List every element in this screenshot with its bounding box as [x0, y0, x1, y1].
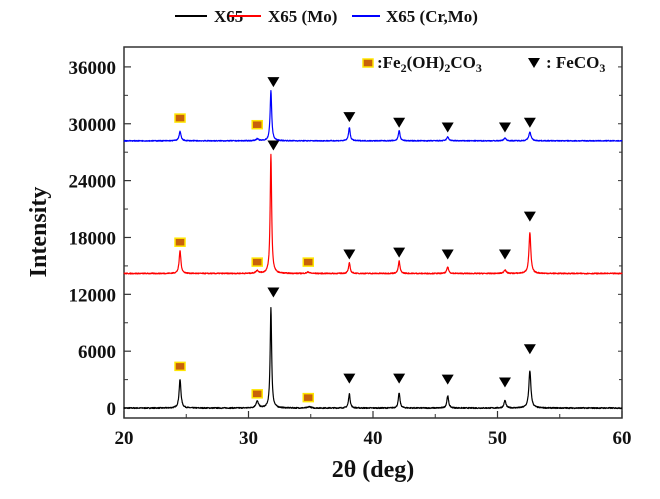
siderite-marker — [343, 249, 356, 260]
basic-carbonate-marker — [302, 392, 315, 403]
siderite-marker — [523, 344, 536, 355]
legend-entry-x65: X65 — [175, 7, 243, 26]
siderite-marker — [498, 377, 511, 388]
series-line-x65-mo — [123, 153, 623, 275]
marker-legend-label-siderite: : FeCO3 — [546, 53, 605, 75]
siderite-marker — [343, 112, 356, 123]
y-tick-label: 30000 — [69, 115, 117, 136]
basic-carbonate-marker — [251, 119, 263, 130]
basic-carbonate-marker — [174, 113, 186, 123]
siderite-marker — [393, 373, 406, 384]
basic-carbonate-marker — [174, 361, 186, 372]
siderite-marker — [498, 249, 511, 260]
marker-legend-siderite: : FeCO3 — [528, 53, 605, 75]
siderite-marker — [393, 117, 406, 128]
legend-entry-x65-crmo: X65 (Cr,Mo) — [352, 7, 478, 26]
siderite-marker — [441, 374, 454, 385]
marker-legend: :Fe2(OH)2CO3 : FeCO3 — [362, 53, 605, 75]
y-tick-label: 24000 — [69, 172, 117, 193]
siderite-marker — [441, 122, 454, 133]
x-axis: 20 30 40 50 60 — [115, 411, 632, 449]
series-layer — [123, 89, 623, 410]
marker-legend-label-basic-carbonate: :Fe2(OH)2CO3 — [377, 53, 482, 75]
y-axis: 0 6000 12000 18000 24000 30000 36000 — [69, 58, 622, 420]
series-line-x65-cr-mo — [123, 89, 623, 142]
basic-carbonate-marker — [174, 237, 186, 247]
annotation-layer — [174, 77, 536, 403]
series-legend: X65 X65 (Mo) X65 (Cr,Mo) — [175, 7, 478, 26]
x-tick-label: 40 — [364, 428, 383, 449]
marker-legend-basic-carbonate: :Fe2(OH)2CO3 — [362, 53, 482, 75]
x-tick-label: 50 — [488, 428, 507, 449]
plot-frame — [123, 46, 623, 419]
siderite-marker — [441, 249, 454, 260]
x-tick-label: 20 — [115, 428, 134, 449]
siderite-marker — [267, 77, 280, 88]
siderite-marker — [498, 122, 511, 133]
legend-label-x65-crmo: X65 (Cr,Mo) — [386, 7, 478, 26]
siderite-marker — [523, 117, 536, 128]
legend-label-x65-mo: X65 (Mo) — [268, 7, 337, 26]
siderite-marker — [523, 211, 536, 222]
y-tick-label: 36000 — [69, 58, 117, 79]
x-axis-title: 2θ (deg) — [332, 457, 415, 483]
siderite-marker — [393, 247, 406, 258]
basic-carbonate-marker — [302, 257, 315, 267]
y-axis-title: Intensity — [26, 187, 52, 278]
basic-carbonate-marker — [251, 257, 263, 267]
y-tick-label: 6000 — [78, 342, 116, 363]
siderite-marker — [343, 373, 356, 384]
y-tick-label: 18000 — [69, 228, 117, 249]
legend-entry-x65-mo: X65 (Mo) — [229, 7, 337, 26]
triangle-down-icon — [528, 58, 540, 68]
y-tick-label: 12000 — [69, 285, 117, 306]
basic-carbonate-marker — [251, 389, 263, 399]
siderite-marker — [267, 140, 280, 151]
square-marker-icon — [362, 58, 374, 68]
x-tick-label: 30 — [239, 428, 258, 449]
legend-label-x65: X65 — [214, 7, 243, 26]
series-line-x65 — [123, 306, 623, 410]
y-tick-label: 0 — [107, 399, 117, 420]
siderite-marker — [267, 287, 280, 298]
x-tick-label: 60 — [613, 428, 632, 449]
